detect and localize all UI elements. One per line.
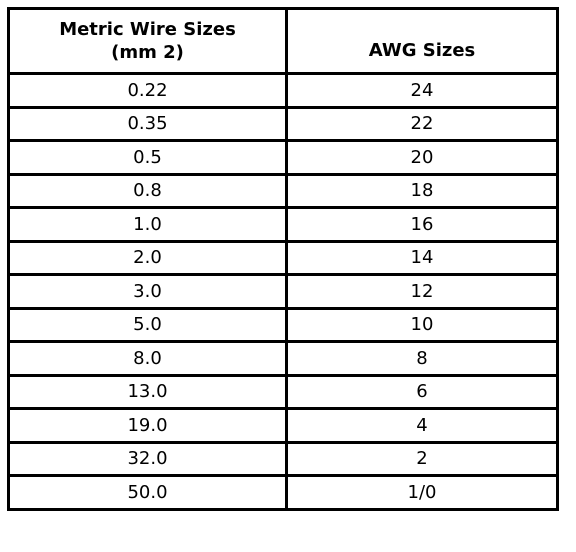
table-row: 32.0 2 (7, 440, 559, 477)
table-row: 0.5 20 (7, 139, 559, 176)
table-row: 0.8 18 (7, 172, 559, 209)
table-cell: 6 (285, 373, 559, 410)
table-cell: 0.8 (7, 172, 288, 209)
table-cell: 1/0 (285, 474, 559, 511)
table-cell: 32.0 (7, 440, 288, 477)
table-row: 19.0 4 (7, 407, 559, 444)
table-cell: 0.5 (7, 139, 288, 176)
table-cell: 13.0 (7, 373, 288, 410)
table-row: 0.35 22 (7, 105, 559, 142)
table-row: 3.0 12 (7, 273, 559, 310)
table-cell: 20 (285, 139, 559, 176)
table-row: 8.0 8 (7, 340, 559, 377)
table-cell: 22 (285, 105, 559, 142)
table-cell: 19.0 (7, 407, 288, 444)
table-cell: 3.0 (7, 273, 288, 310)
header-row: Metric Wire Sizes (mm 2) AWG Sizes (7, 7, 559, 75)
table-header: Metric Wire Sizes (mm 2) AWG Sizes (7, 7, 559, 75)
table-cell: 8 (285, 340, 559, 377)
header-text: (mm 2) (111, 42, 184, 63)
header-cell: AWG Sizes (285, 7, 559, 75)
table-cell: 50.0 (7, 474, 288, 511)
table-cell: 4 (285, 407, 559, 444)
table-cell: 2.0 (7, 239, 288, 276)
header-cell: Metric Wire Sizes (mm 2) (7, 7, 288, 75)
table-row: 0.22 24 (7, 72, 559, 109)
table-cell: 10 (285, 306, 559, 343)
table-row: 5.0 10 (7, 306, 559, 343)
table-cell: 1.0 (7, 206, 288, 243)
wire-size-table: Metric Wire Sizes (mm 2) AWG Sizes 0.22 24 0… (7, 7, 559, 511)
table-cell: 2 (285, 440, 559, 477)
table-row: 2.0 14 (7, 239, 559, 276)
table-cell: 12 (285, 273, 559, 310)
table-cell: 14 (285, 239, 559, 276)
header-text: AWG Sizes (368, 40, 476, 61)
table-cell: 0.35 (7, 105, 288, 142)
table-cell: 8.0 (7, 340, 288, 377)
table-row: 1.0 16 (7, 206, 559, 243)
table-cell: 16 (285, 206, 559, 243)
table-cell: 18 (285, 172, 559, 209)
table-cell: 0.22 (7, 72, 288, 109)
table-body: 0.22 24 0.35 22 0.5 20 0.8 18 1.0 16 2.0 14 3.0 12 5.0… (7, 72, 559, 511)
table-row: 13.0 6 (7, 373, 559, 410)
table-cell: 24 (285, 72, 559, 109)
table-row: 50.0 1/0 (7, 474, 559, 511)
header-text: Metric Wire Sizes (59, 19, 236, 40)
table-cell: 5.0 (7, 306, 288, 343)
